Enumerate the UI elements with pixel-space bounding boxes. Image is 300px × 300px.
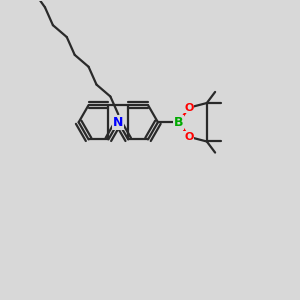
Text: N: N [113, 116, 124, 129]
Text: O: O [184, 103, 194, 113]
Text: O: O [184, 132, 194, 142]
Text: B: B [174, 116, 184, 129]
